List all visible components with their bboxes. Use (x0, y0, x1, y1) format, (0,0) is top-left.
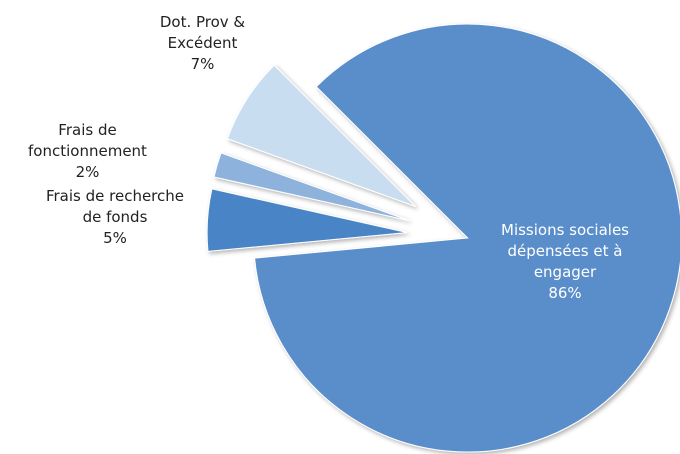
value-label: 5% (103, 229, 127, 247)
slice-label: Dot. Prov & Excédent 7% (130, 12, 275, 75)
category-label: Missions sociales dépensées et à engager (501, 221, 629, 281)
pie-slice (213, 152, 410, 222)
value-label: 7% (190, 55, 215, 73)
slice-label: Missions sociales dépensées et à engager… (480, 220, 650, 304)
category-label: Dot. Prov & Excédent (159, 13, 246, 52)
pie-slice (226, 64, 416, 208)
slice-label: Frais de recherche de fonds 5% (40, 186, 190, 249)
pie-slice (206, 188, 408, 252)
value-label: 2% (75, 163, 100, 181)
slice-label: Frais de fonctionnement 2% (0, 120, 175, 183)
category-label: Frais de fonctionnement (28, 121, 147, 160)
pie-slice (254, 23, 680, 453)
category-label: Frais de recherche de fonds (45, 187, 185, 226)
value-label: 86% (548, 284, 582, 302)
